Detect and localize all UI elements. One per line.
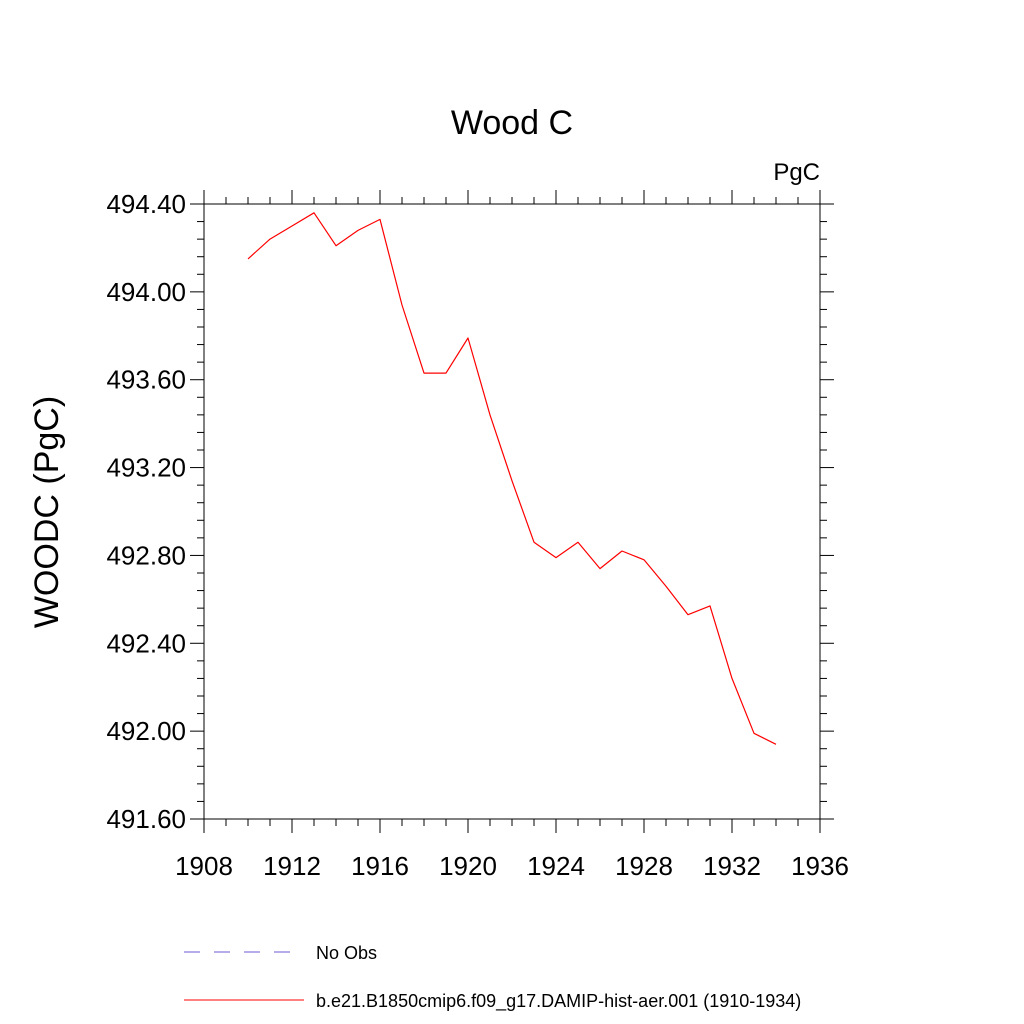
- x-tick-label: 1908: [175, 851, 233, 881]
- y-tick-label: 491.60: [106, 804, 186, 834]
- major-ticks: [190, 190, 834, 833]
- x-tick-label: 1928: [615, 851, 673, 881]
- units-label: PgC: [773, 159, 820, 186]
- series-line: [247, 212, 777, 745]
- chart-title: Wood C: [451, 104, 573, 142]
- y-tick-labels: 491.60 492.00 492.40 492.80 493.20 493.60 494.…: [106, 189, 186, 834]
- x-tick-label: 1932: [703, 851, 761, 881]
- y-tick-label: 492.00: [106, 716, 186, 746]
- legend: No Obs b.e21.B1850cmip6.f09_g17.DAMIP-his…: [184, 943, 801, 1012]
- x-tick-label: 1916: [351, 851, 409, 881]
- y-tick-label: 492.80: [106, 540, 186, 570]
- x-tick-label: 1924: [527, 851, 585, 881]
- x-tick-label: 1936: [791, 851, 849, 881]
- x-tick-label: 1920: [439, 851, 497, 881]
- series-layer: [247, 212, 777, 745]
- plot-frame: [203, 203, 821, 820]
- legend-label: No Obs: [316, 943, 377, 963]
- y-tick-label: 494.00: [106, 277, 186, 307]
- legend-label: b.e21.B1850cmip6.f09_g17.DAMIP-hist-aer.…: [316, 991, 801, 1012]
- x-tick-labels: 1908 1912 1916 1920 1924 1928 1932 1936: [175, 851, 849, 881]
- y-tick-label: 492.40: [106, 628, 186, 658]
- y-tick-label: 494.40: [106, 189, 186, 219]
- y-tick-label: 493.20: [106, 453, 186, 483]
- y-axis-label: WOODC (PgC): [28, 396, 66, 628]
- x-tick-label: 1912: [263, 851, 321, 881]
- y-tick-label: 493.60: [106, 365, 186, 395]
- minor-ticks: [197, 197, 827, 826]
